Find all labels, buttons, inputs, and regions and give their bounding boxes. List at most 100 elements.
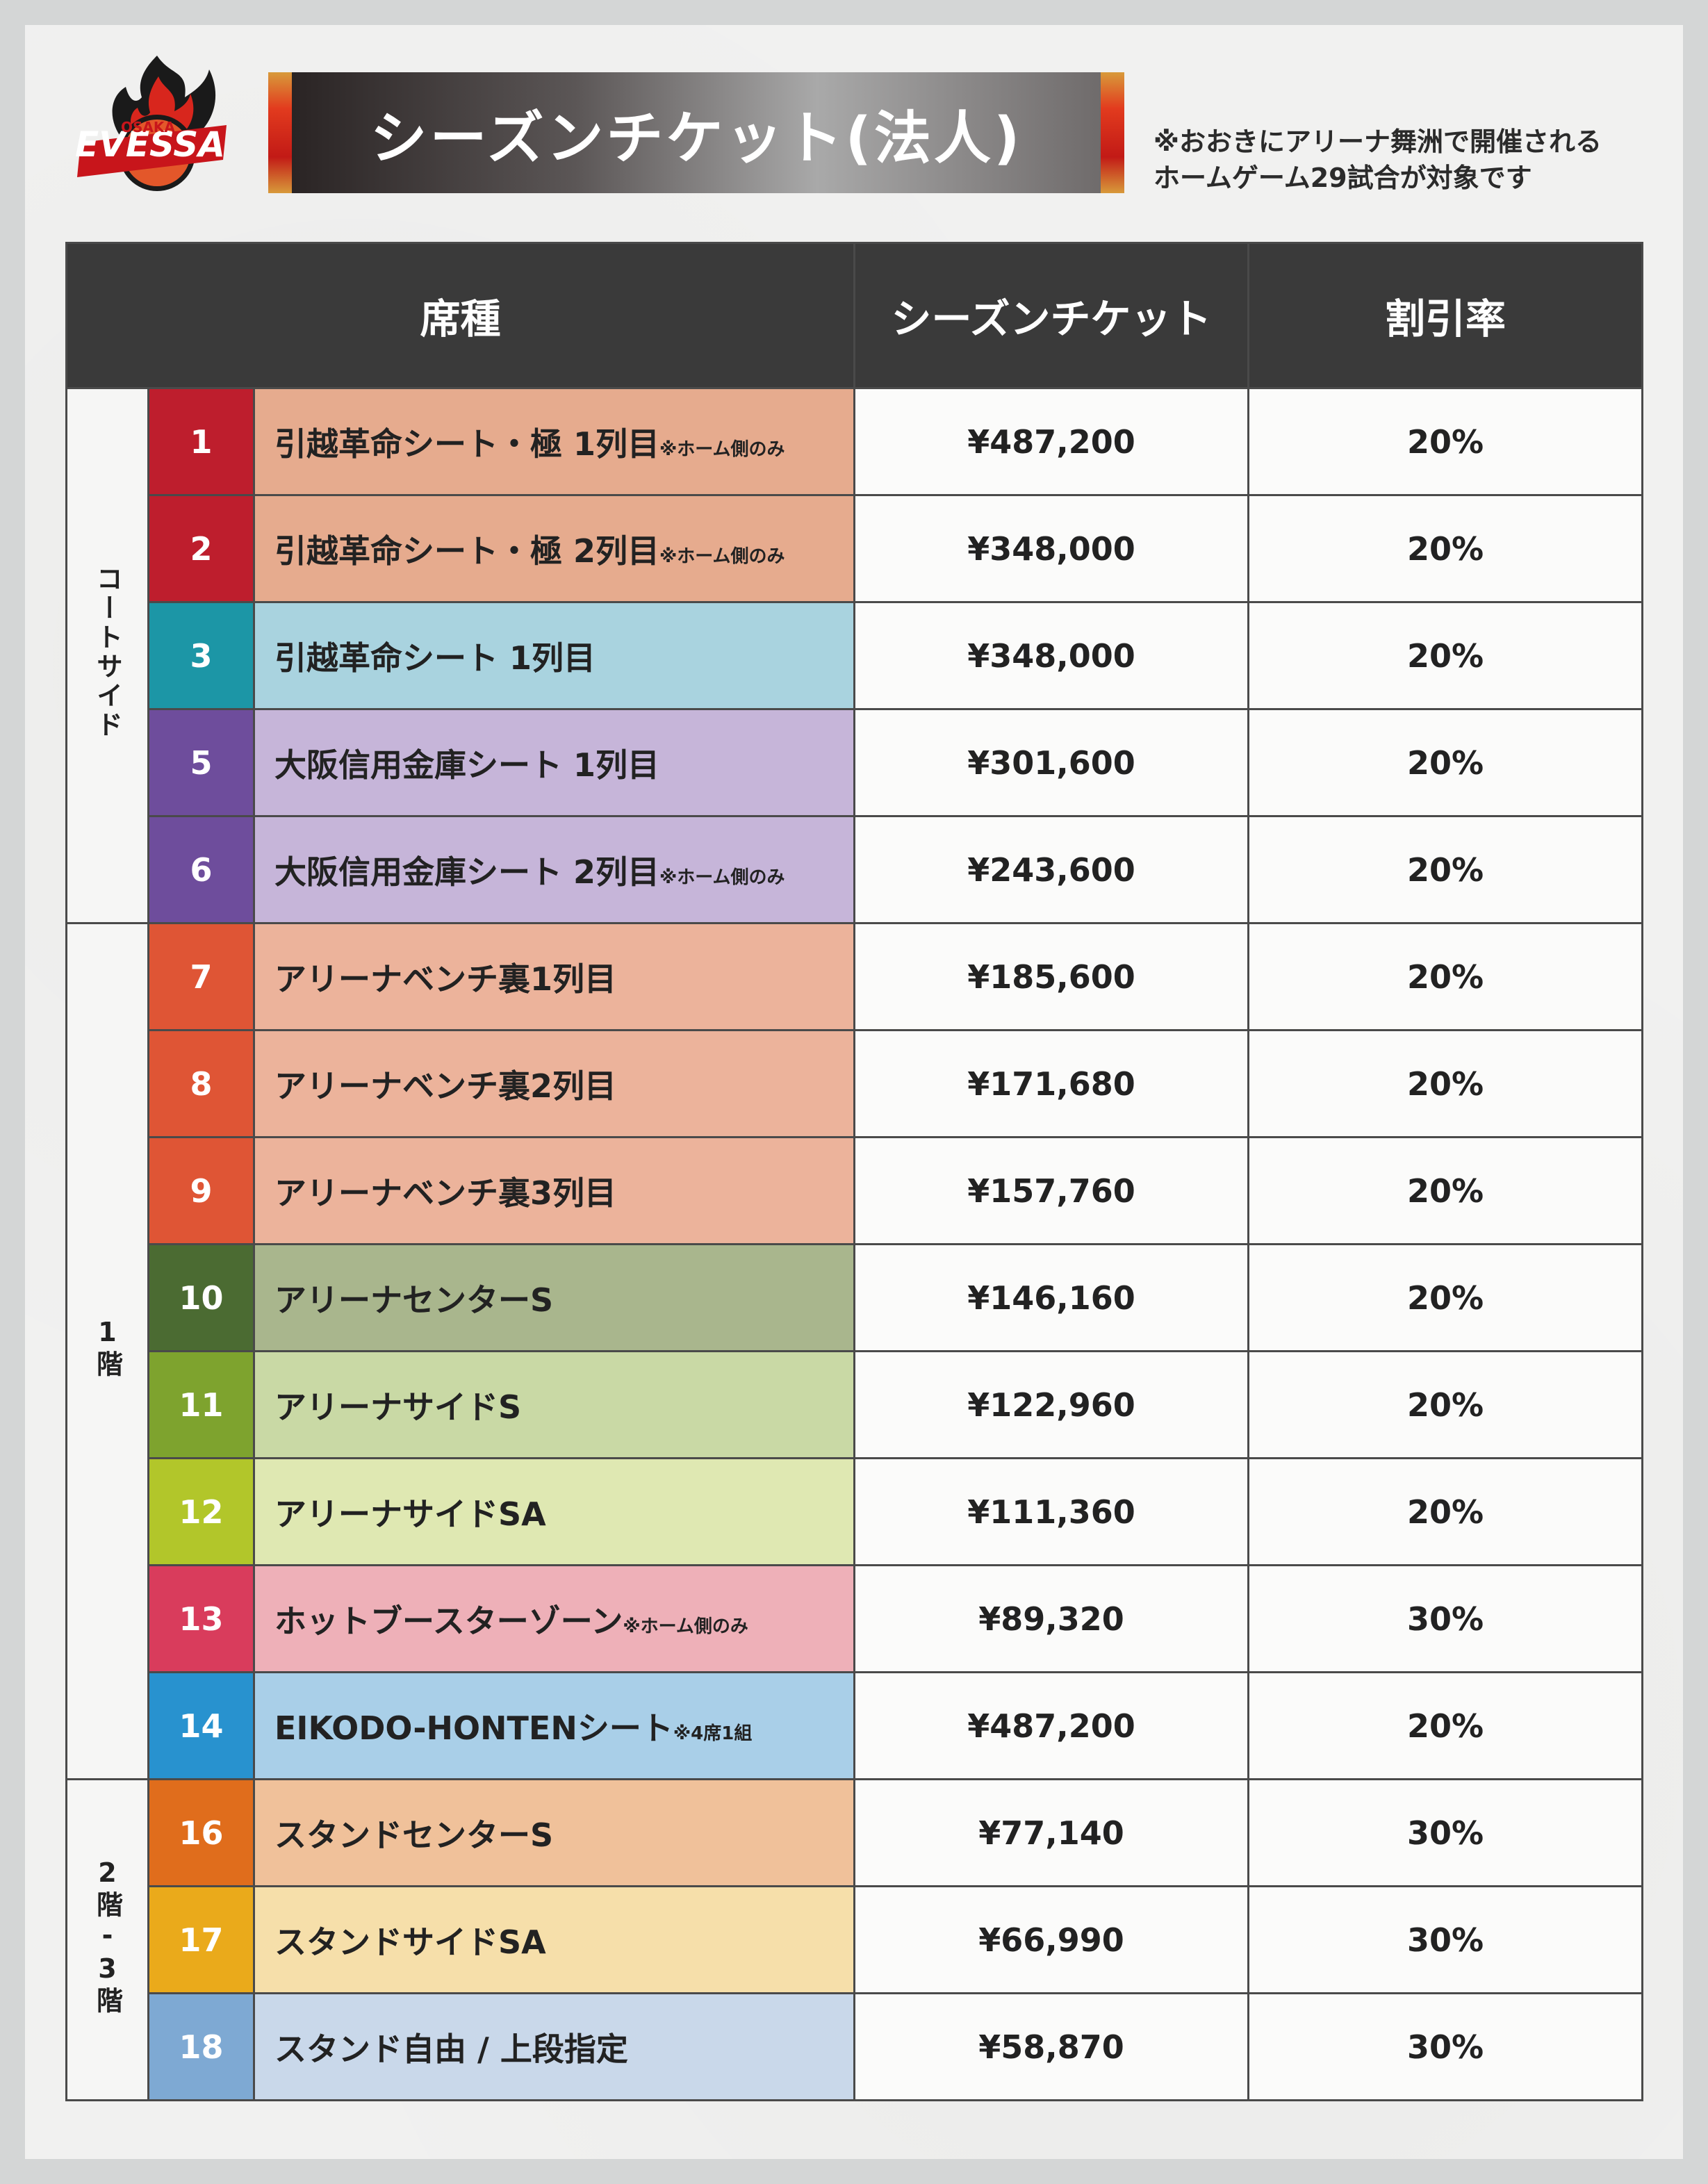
seat-name-text: スタンド自由 / 上段指定 [274,2030,628,2068]
discount-rate: 20% [1247,1457,1643,1566]
discount-rate: 20% [1247,1671,1643,1780]
seat-note: ※ホーム側のみ [659,867,785,888]
table-row: 10 アリーナセンターS ¥146,160 20% [67,1243,1643,1352]
seat-name: アリーナサイドSA [253,1457,855,1566]
seat-note: ※ホーム側のみ [623,1616,748,1637]
seat-number: 17 [147,1885,255,1994]
seat-number: 14 [147,1671,255,1780]
seat-number: 2 [147,494,255,603]
season-price: ¥243,600 [853,815,1249,924]
group-label-text: 2階-3階 [92,1857,123,2016]
seat-name-text: スタンドセンターS [274,1816,554,1854]
seat-name: アリーナベンチ裏2列目 [253,1029,855,1138]
title-banner: シーズンチケット(法人) [268,72,1124,193]
seat-number: 7 [147,922,255,1031]
season-price: ¥487,200 [853,1671,1249,1780]
discount-rate: 30% [1247,1778,1643,1887]
season-price: ¥66,990 [853,1885,1249,1994]
table-body: コートサイド 1 引越革命シート・極 1列目※ホーム側のみ ¥487,200 20% 2 引… [65,387,1643,2101]
seat-name: ホットブースターゾーン※ホーム側のみ [253,1564,855,1673]
season-price: ¥348,000 [853,494,1249,603]
season-price: ¥89,320 [853,1564,1249,1673]
season-price: ¥185,600 [853,922,1249,1031]
discount-rate: 20% [1247,1350,1643,1459]
seat-name: アリーナベンチ裏1列目 [253,922,855,1031]
discount-rate: 20% [1247,601,1643,710]
seat-name-text: EIKODO-HONTENシート [274,1709,673,1747]
header-discount: 割引率 [1247,242,1643,389]
seat-name-text: アリーナベンチ裏2列目 [274,1067,617,1105]
seat-note: ※4席1組 [673,1723,753,1744]
discount-rate: 20% [1247,922,1643,1031]
discount-rate: 20% [1247,815,1643,924]
season-price: ¥58,870 [853,1992,1249,2101]
seat-name-text: 引越革命シート・極 1列目 [274,425,660,463]
group-label-text: コートサイド [92,565,123,740]
season-price: ¥301,600 [853,708,1249,817]
header-note: ※おおきにアリーナ舞洲で開催される ホームゲーム29試合が対象です [1153,124,1602,196]
header-seat: 席種 [65,242,855,389]
table-header-row: 席種 シーズンチケット 割引率 [65,242,1643,389]
note-line-2: ホームゲーム29試合が対象です [1153,163,1532,193]
page-title: シーズンチケット(法人) [370,105,1023,172]
seat-number: 12 [147,1457,255,1566]
table-row: 1階 7 アリーナベンチ裏1列目 ¥185,600 20% [65,922,1643,1780]
seat-name: 引越革命シート・極 1列目※ホーム側のみ [253,387,855,496]
seat-name-text: アリーナベンチ裏3列目 [274,1174,617,1212]
seat-number: 18 [147,1992,255,2101]
seat-name-text: アリーナサイドS [274,1388,522,1426]
seat-name: 大阪信用金庫シート 2列目※ホーム側のみ [253,815,855,924]
season-price: ¥77,140 [853,1778,1249,1887]
discount-rate: 20% [1247,494,1643,603]
discount-rate: 30% [1247,1885,1643,1994]
discount-rate: 20% [1247,1243,1643,1352]
season-price: ¥487,200 [853,387,1249,496]
season-price: ¥122,960 [853,1350,1249,1459]
season-price: ¥111,360 [853,1457,1249,1566]
table-row: 5 大阪信用金庫シート 1列目 ¥301,600 20% [67,708,1643,817]
seat-name: アリーナベンチ裏3列目 [253,1136,855,1245]
table-row: 9 アリーナベンチ裏3列目 ¥157,760 20% [67,1136,1643,1245]
seat-number: 10 [147,1243,255,1352]
seat-name-text: 大阪信用金庫シート 1列目 [274,746,660,784]
seat-number: 16 [147,1778,255,1887]
table-row: 18 スタンド自由 / 上段指定 ¥58,870 30% [67,1992,1643,2101]
table-row: 8 アリーナベンチ裏2列目 ¥171,680 20% [67,1029,1643,1138]
seat-name-text: 引越革命シート・極 2列目 [274,532,660,570]
logo-city: OSAKA [121,119,175,136]
logo-text: EVESSA [75,124,225,165]
seat-name: 大阪信用金庫シート 1列目 [253,708,855,817]
seat-name-text: アリーナセンターS [274,1281,554,1319]
table-row: 6 大阪信用金庫シート 2列目※ホーム側のみ ¥243,600 20% [67,815,1643,924]
note-line-1: ※おおきにアリーナ舞洲で開催される [1153,126,1602,157]
table-row: コートサイド 1 引越革命シート・極 1列目※ホーム側のみ ¥487,200 20% [65,387,1643,924]
table-row: 3 引越革命シート 1列目 ¥348,000 20% [67,601,1643,710]
group-label-court: コートサイド [65,387,149,924]
group-label-text: 1階 [92,1317,123,1379]
seat-name-text: 大阪信用金庫シート 2列目 [274,853,660,891]
seat-name-text: ホットブースターゾーン [274,1602,623,1640]
team-logo: EVESSA OSAKA [75,56,227,191]
seat-number: 9 [147,1136,255,1245]
discount-rate: 20% [1247,1029,1643,1138]
banner-body: シーズンチケット(法人) [292,72,1101,193]
group-label-floor1: 1階 [65,922,149,1780]
table-row: 2階-3階 16 スタンドセンターS ¥77,140 30% [65,1778,1643,2101]
discount-rate: 30% [1247,1992,1643,2101]
seat-name-text: アリーナベンチ裏1列目 [274,960,617,998]
seat-name: 引越革命シート・極 2列目※ホーム側のみ [253,494,855,603]
discount-rate: 20% [1247,708,1643,817]
season-price: ¥157,760 [853,1136,1249,1245]
banner-right-edge [1101,72,1124,193]
table-row: 13 ホットブースターゾーン※ホーム側のみ ¥89,320 30% [67,1564,1643,1673]
table-row: 12 アリーナサイドSA ¥111,360 20% [67,1457,1643,1566]
seat-number: 13 [147,1564,255,1673]
seat-number: 6 [147,815,255,924]
group-label-floor23: 2階-3階 [65,1778,149,2101]
banner-left-edge [268,72,292,193]
seat-note: ※ホーム側のみ [659,438,785,460]
seat-number: 5 [147,708,255,817]
discount-rate: 30% [1247,1564,1643,1673]
seat-note: ※ホーム側のみ [659,545,785,567]
discount-rate: 20% [1247,1136,1643,1245]
